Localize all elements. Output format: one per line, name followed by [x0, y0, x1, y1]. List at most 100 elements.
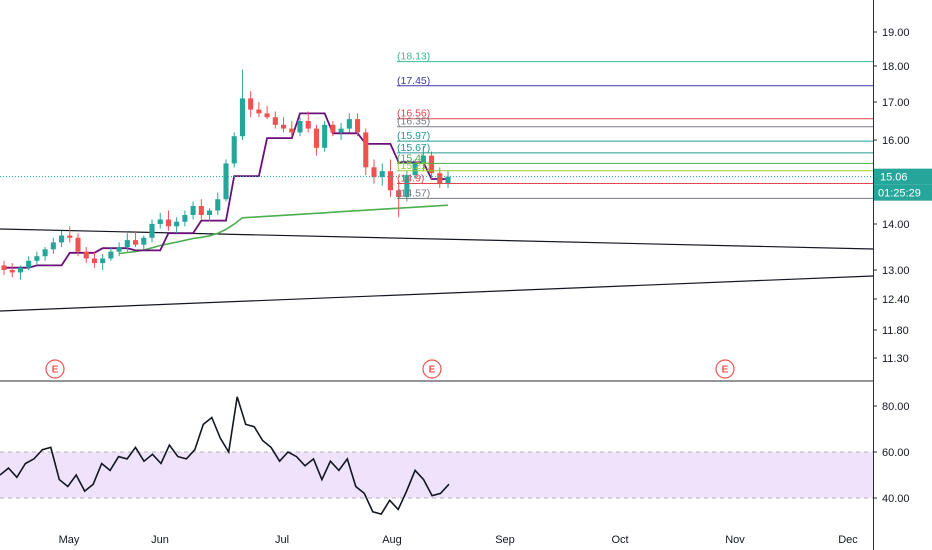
candle-5 [42, 247, 48, 261]
candle-48 [396, 181, 402, 218]
trend-line-upper [0, 228, 874, 250]
candle-body-19 [157, 219, 163, 224]
time-tick-label-1: Jun [151, 534, 169, 546]
moving-average-line [119, 204, 449, 255]
oscillator-band [0, 452, 873, 498]
candle-18 [149, 219, 155, 243]
candle-body-17 [141, 237, 147, 245]
earnings-marker-circle-1 [422, 359, 442, 379]
candle-4 [34, 251, 40, 266]
candle-25 [207, 208, 213, 222]
candle-11 [91, 251, 97, 268]
candle-body-18 [149, 224, 155, 238]
candle-28 [231, 132, 237, 168]
candle-16 [133, 230, 139, 247]
candle-body-16 [133, 240, 139, 245]
candle-42 [346, 113, 352, 133]
earnings-marker-may: E [45, 359, 65, 379]
candle-6 [50, 237, 56, 254]
price-pane[interactable]: (18.13) (17.45) (16.56)(16.35) (15.97)(15.6… [0, 51, 874, 379]
candle-body-9 [75, 237, 81, 252]
candle-19 [157, 212, 163, 229]
candle-body-33 [272, 117, 278, 125]
candle-body-28 [231, 136, 237, 164]
candle-38 [313, 124, 319, 156]
candle-body-10 [83, 251, 89, 259]
candle-body-6 [50, 242, 56, 250]
candle-body-54 [445, 176, 451, 184]
candle-15 [124, 233, 130, 252]
candle-body-2 [17, 267, 23, 273]
candle-45 [371, 159, 377, 184]
candle-17 [141, 235, 147, 250]
candle-body-7 [59, 235, 65, 243]
candle-body-36 [297, 121, 303, 133]
candle-24 [198, 199, 204, 220]
candle-body-14 [116, 247, 122, 252]
trend-line-lower [0, 275, 874, 312]
candle-body-53 [437, 173, 443, 184]
earnings-marker-circle-2 [715, 359, 735, 379]
candle-body-26 [215, 199, 221, 211]
candle-body-42 [346, 119, 352, 129]
candle-body-32 [264, 113, 270, 118]
candle-39 [322, 121, 328, 152]
earnings-marker-aug: E [422, 359, 442, 379]
candle-10 [83, 247, 89, 264]
earnings-marker-label-2: E [722, 365, 729, 376]
candle-body-24 [198, 206, 204, 215]
candle-body-47 [387, 171, 393, 191]
countdown-tag-bg [874, 184, 932, 201]
candle-30 [248, 91, 254, 118]
candle-20 [165, 210, 171, 231]
candle-27 [223, 159, 229, 202]
candle-body-48 [396, 190, 402, 197]
candle-9 [75, 233, 81, 257]
price-tick-label-3: 16.00 [882, 135, 910, 147]
candle-body-52 [429, 155, 435, 174]
candle-44 [363, 128, 369, 176]
osc-tick-label-2: 40.00 [882, 493, 910, 505]
level-label-7: (15.21) [397, 160, 430, 172]
candle-52 [429, 151, 435, 179]
candle-body-20 [165, 219, 171, 227]
candle-body-12 [100, 258, 106, 264]
candle-41 [338, 122, 344, 140]
level-label-5: (15.67) [397, 142, 430, 154]
candle-body-44 [363, 132, 369, 168]
candle-35 [289, 121, 295, 137]
level-label-2: (16.56) [397, 108, 430, 120]
candle-body-25 [207, 210, 213, 215]
price-tick-label-7: 12.40 [882, 294, 910, 306]
earnings-marker-label-1: E [429, 365, 436, 376]
candle-12 [100, 253, 106, 270]
time-tick-label-6: Nov [725, 534, 745, 546]
last-price-tag: 15.06 [880, 172, 908, 184]
candle-26 [215, 192, 221, 215]
price-tick-label-8: 11.80 [882, 325, 909, 337]
candle-body-35 [289, 128, 295, 133]
price-tick-label-1: 18.00 [882, 61, 910, 73]
candle-0 [1, 260, 7, 275]
candle-47 [387, 159, 393, 197]
candle-body-41 [338, 128, 344, 133]
oscillator-pane[interactable] [0, 396, 873, 516]
candle-40 [330, 121, 336, 137]
level-label-1: (17.45) [397, 75, 430, 87]
price-tick-label-9: 11.30 [882, 353, 909, 365]
candle-54 [445, 171, 451, 188]
price-tick-label-6: 13.00 [882, 265, 910, 277]
price-tick-label-0: 19.00 [882, 27, 910, 39]
price-tick-label-2: 17.00 [882, 97, 910, 109]
time-tick-label-7: Dec [838, 534, 858, 546]
level-label-9: (14.57) [397, 187, 430, 199]
candle-49 [404, 171, 410, 202]
candle-33 [272, 111, 278, 129]
last-price-tag-bg [874, 168, 932, 185]
candle-31 [256, 102, 262, 118]
candle-body-15 [124, 240, 130, 247]
candle-body-30 [248, 98, 254, 110]
time-tick-label-3: Aug [382, 534, 402, 546]
